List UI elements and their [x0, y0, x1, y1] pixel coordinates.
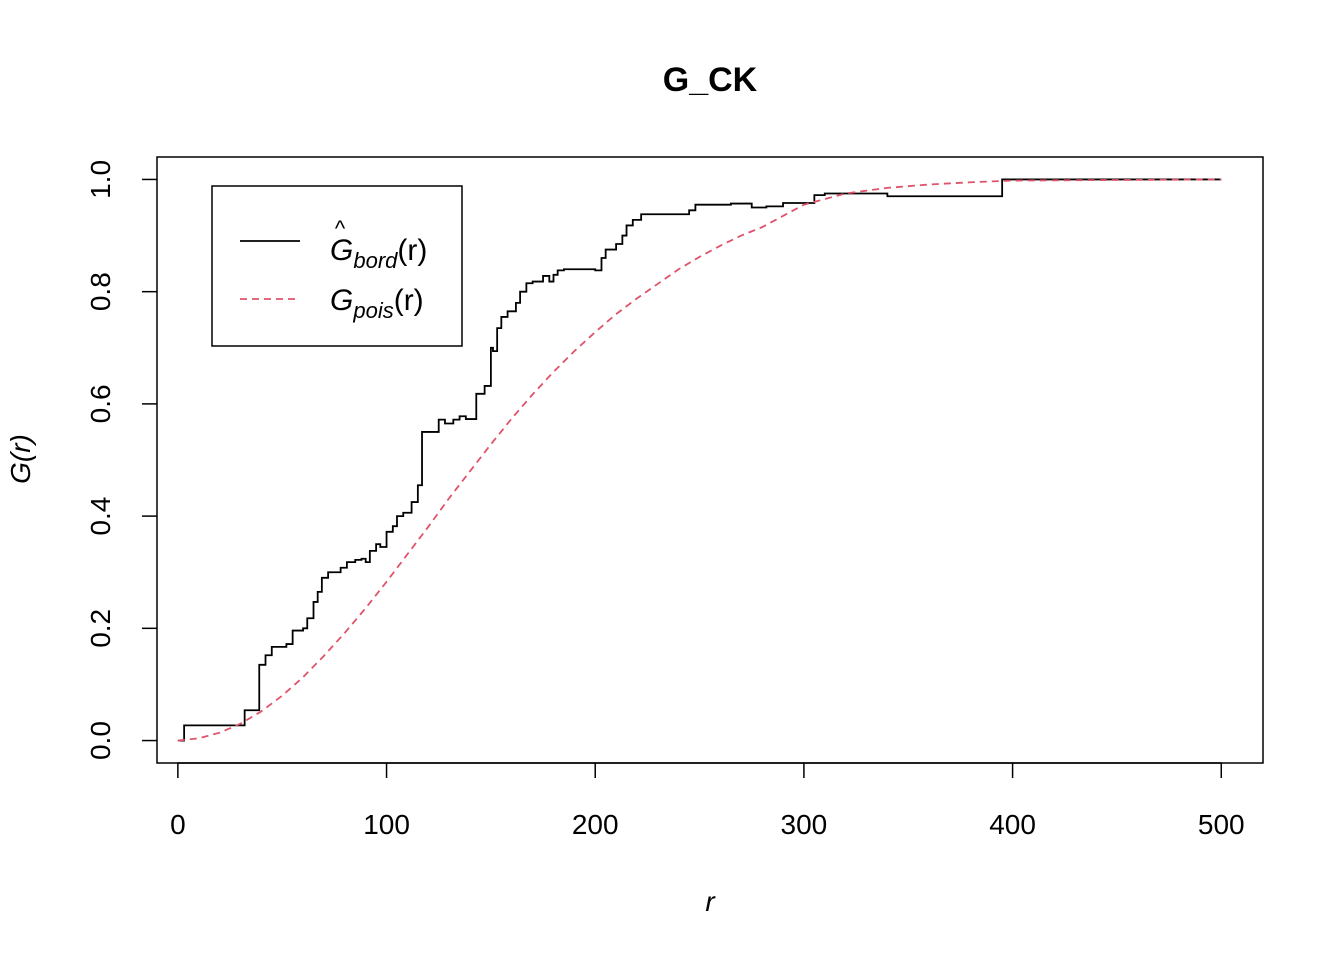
- legend-main-gbord: G: [330, 234, 353, 267]
- x-tick-label: 400: [989, 809, 1036, 840]
- y-tick-label: 0.8: [85, 272, 116, 311]
- y-tick-label: 0.6: [85, 384, 116, 423]
- x-tick-label: 500: [1198, 809, 1245, 840]
- x-tick-label: 0: [170, 809, 186, 840]
- y-axis-label: G(r): [5, 434, 36, 484]
- legend-arg-gbord: (r): [397, 234, 427, 267]
- x-tick-label: 100: [363, 809, 410, 840]
- y-tick-label: 0.2: [85, 609, 116, 648]
- legend-hat: ^: [335, 216, 346, 241]
- legend-box: [211, 185, 463, 347]
- y-tick-label: 0.4: [85, 497, 116, 536]
- chart-title: G_CK: [663, 61, 758, 99]
- legend-arg-gpois: (r): [394, 284, 424, 317]
- series-line-gbord: [177, 178, 1222, 742]
- legend-main-gpois: G: [330, 284, 353, 317]
- legend-label-gbord: Gbord(r): [330, 234, 427, 273]
- x-axis: 0 100 200 300 400 500: [170, 762, 1245, 840]
- series-layer: [177, 178, 1222, 742]
- y-tick-label: 1.0: [85, 160, 116, 199]
- x-tick-label: 200: [572, 809, 619, 840]
- legend-label-gpois: Gpois(r): [330, 284, 424, 323]
- legend-sub-gpois: pois: [352, 298, 393, 323]
- y-tick-label: 0.0: [85, 721, 116, 760]
- y-axis: 0.0 0.2 0.4 0.6 0.8 1.0: [85, 160, 157, 760]
- x-axis-label: r: [705, 886, 716, 917]
- series-line-gpois: [177, 178, 1222, 742]
- legend: ^ Gbord(r) Gpois(r): [211, 185, 463, 347]
- legend-sub-gbord: bord: [353, 248, 398, 273]
- x-tick-label: 300: [781, 809, 828, 840]
